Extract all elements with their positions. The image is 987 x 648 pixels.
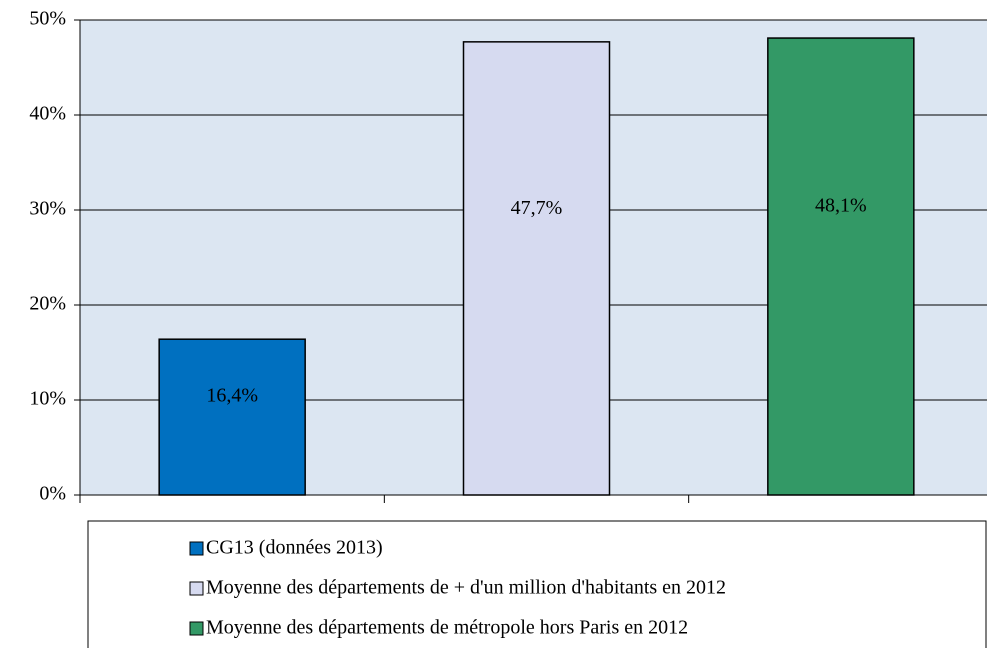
data-label: 16,4% [206, 384, 258, 406]
legend-swatch [189, 541, 204, 556]
y-tick-label: 20% [29, 293, 66, 315]
legend-swatch [189, 621, 204, 636]
bar [462, 41, 611, 496]
legend-box [87, 520, 987, 648]
legend-swatch [189, 581, 204, 596]
y-tick-label: 30% [29, 198, 66, 220]
bar [767, 37, 915, 496]
y-tick-label: 40% [29, 103, 66, 125]
data-label: 48,1% [815, 195, 867, 217]
legend-label: Moyenne des départements de métropole ho… [206, 617, 688, 639]
legend-label: CG13 (données 2013) [206, 537, 383, 559]
y-tick-label: 0% [39, 483, 66, 505]
bar [158, 338, 306, 496]
y-tick-label: 50% [29, 8, 66, 30]
y-tick-label: 10% [29, 388, 66, 410]
legend-label: Moyenne des départements de + d'un milli… [206, 577, 726, 599]
data-label: 47,7% [511, 197, 563, 219]
